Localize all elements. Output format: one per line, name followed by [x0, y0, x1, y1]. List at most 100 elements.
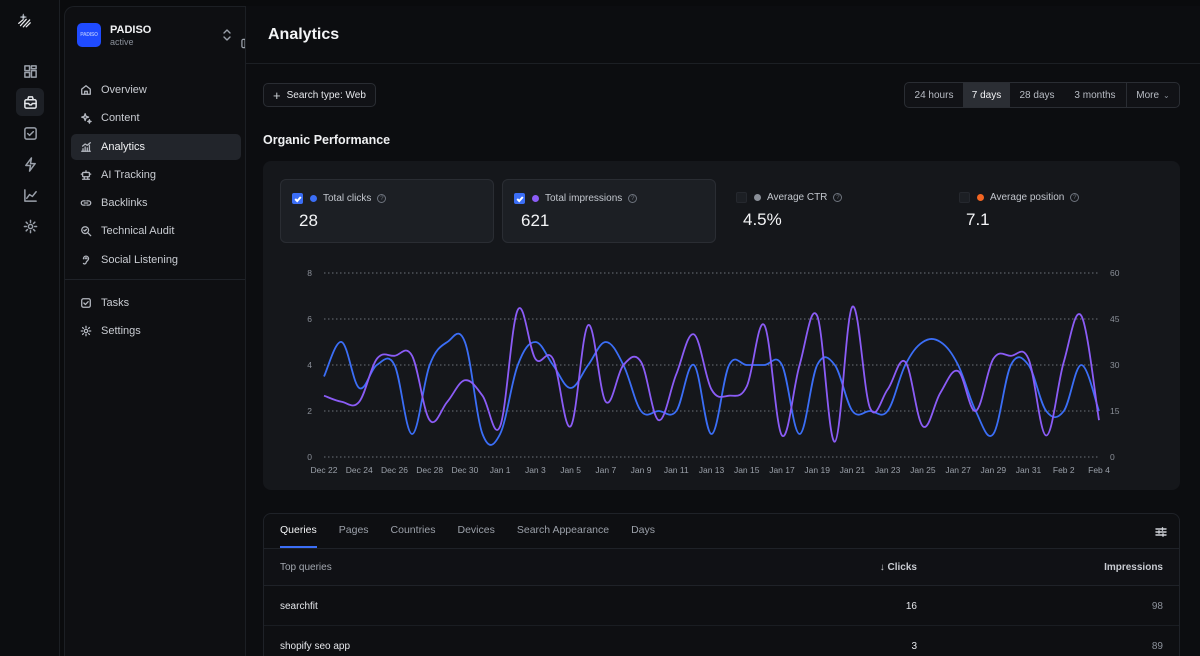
gear-icon — [80, 325, 92, 337]
sidebar-item-backlinks[interactable]: Backlinks — [71, 190, 241, 216]
plus-icon: + — [273, 87, 281, 103]
link-icon — [80, 200, 92, 206]
search-type-label: Search type: Web — [286, 89, 366, 101]
sidebar-item-label: Settings — [101, 325, 141, 338]
rail-lightning-icon[interactable] — [16, 150, 44, 178]
x-tick-label: Jan 17 — [769, 465, 795, 475]
x-tick-label: Feb 2 — [1053, 465, 1075, 475]
workspace-switcher[interactable]: PADISO PADISO active — [77, 23, 237, 51]
table-row[interactable]: shopify seo app 3 89 — [264, 626, 1179, 656]
checkbox-checked-icon[interactable] — [514, 193, 525, 204]
y-right-tick-label: 60 — [1110, 268, 1120, 278]
metric-value: 28 — [299, 211, 318, 230]
sidebar-item-overview[interactable]: Overview — [71, 77, 241, 103]
metric-average-position[interactable]: Average position ? 7.1 — [948, 179, 1162, 243]
sidebar-nav: Overview Content Analytics AI Tracking B… — [65, 77, 247, 346]
sidebar-item-settings[interactable]: Settings — [71, 318, 241, 344]
metric-value: 621 — [521, 211, 550, 230]
sidebar-item-label: Overview — [101, 84, 147, 96]
metric-value: 4.5% — [743, 210, 782, 229]
search-type-button[interactable]: + Search type: Web — [263, 83, 376, 107]
workspace-status: active — [110, 37, 134, 47]
x-tick-label: Dec 24 — [346, 465, 373, 475]
sidebar-item-label: Content — [101, 112, 140, 125]
impressions-cell: 89 — [1151, 641, 1163, 652]
range-7-days[interactable]: 7 days — [963, 83, 1010, 107]
y-left-tick-label: 0 — [307, 452, 312, 462]
tab-days[interactable]: Days — [631, 524, 656, 536]
tab-devices[interactable]: Devices — [457, 524, 495, 536]
metric-total-clicks[interactable]: Total clicks ? 28 — [280, 179, 494, 243]
metric-total-impressions[interactable]: Total impressions ? 621 — [502, 179, 716, 243]
table-row[interactable]: searchfit 16 98 — [264, 586, 1179, 626]
x-tick-label: Jan 31 — [1016, 465, 1042, 475]
sidebar: PADISO PADISO active Overview Content An… — [64, 6, 252, 656]
audit-icon — [81, 226, 92, 237]
column-header-impressions[interactable]: Impressions — [1104, 562, 1163, 573]
sidebar-item-technical-audit[interactable]: Technical Audit — [71, 218, 241, 244]
y-left-tick-label: 2 — [307, 406, 312, 416]
sidebar-item-analytics[interactable]: Analytics — [71, 133, 241, 160]
checkbox-unchecked-icon[interactable] — [736, 192, 747, 203]
sidebar-item-label: Tasks — [101, 296, 130, 309]
help-icon[interactable]: ? — [1070, 193, 1080, 202]
checkbox-unchecked-icon[interactable] — [959, 192, 970, 203]
tab-search-appearance[interactable]: Search Appearance — [516, 524, 610, 536]
x-tick-label: Dec 22 — [311, 465, 338, 475]
x-tick-label: Jan 13 — [699, 465, 725, 475]
y-right-tick-label: 15 — [1110, 406, 1120, 416]
x-tick-label: Jan 11 — [664, 465, 689, 475]
help-icon[interactable]: ? — [833, 193, 843, 202]
x-tick-label: Jan 23 — [875, 465, 901, 475]
queries-table-card: Queries Pages Countries Devices Search A… — [263, 513, 1180, 656]
tab-countries[interactable]: Countries — [390, 524, 436, 536]
column-header-clicks[interactable]: ↓ Clicks — [879, 562, 917, 573]
x-tick-label: Jan 5 — [560, 465, 581, 475]
sidebar-item-tasks[interactable]: Tasks — [71, 290, 241, 316]
sidebar-item-ai-tracking[interactable]: AI Tracking — [71, 162, 241, 188]
y-left-tick-label: 8 — [307, 268, 312, 278]
app-logo-icon[interactable] — [17, 13, 43, 39]
tab-pages[interactable]: Pages — [338, 524, 369, 536]
x-tick-label: Jan 9 — [631, 465, 652, 475]
sidebar-item-label: Technical Audit — [101, 225, 175, 238]
range-24-hours[interactable]: 24 hours — [914, 89, 954, 101]
impressions-series-line — [323, 305, 1100, 443]
range-28-days[interactable]: 28 days — [1019, 89, 1055, 101]
x-tick-label: Jan 27 — [945, 465, 971, 475]
column-header-queries: Top queries — [280, 562, 332, 573]
x-tick-label: Jan 3 — [525, 465, 546, 475]
range-more-button[interactable]: More ⌄ — [1126, 83, 1179, 107]
x-tick-label: Dec 28 — [416, 465, 443, 475]
x-tick-label: Jan 7 — [595, 465, 616, 475]
analytics-icon — [81, 141, 91, 152]
ear-icon — [82, 255, 90, 265]
filter-settings-icon[interactable] — [1155, 525, 1167, 537]
chevron-up-down-icon[interactable] — [221, 28, 233, 42]
help-icon[interactable]: ? — [628, 194, 638, 203]
metric-average-ctr[interactable]: Average CTR ? 4.5% — [725, 179, 939, 243]
range-3-months[interactable]: 3 months — [1074, 89, 1116, 101]
help-icon[interactable]: ? — [377, 194, 387, 203]
icon-rail — [0, 0, 60, 656]
sidebar-item-label: AI Tracking — [101, 168, 157, 181]
x-tick-label: Jan 1 — [490, 465, 511, 475]
metric-label: Total clicks — [323, 193, 372, 204]
sidebar-item-social-listening[interactable]: Social Listening — [71, 247, 241, 273]
rail-dashboard-icon[interactable] — [16, 57, 44, 85]
rail-settings-icon[interactable] — [16, 212, 44, 240]
rail-chart-icon[interactable] — [16, 181, 44, 209]
sidebar-item-label: Backlinks — [101, 197, 148, 210]
chevron-down-icon: ⌄ — [1163, 90, 1170, 100]
checkbox-checked-icon[interactable] — [292, 193, 303, 204]
y-right-tick-label: 45 — [1110, 314, 1120, 324]
performance-chart: 0 0 2 15 4 30 6 45 8 60 Dec 22 Dec 24 Dec 26 Dec 28 De… — [307, 268, 1120, 475]
tab-queries[interactable]: Queries — [280, 514, 317, 548]
query-cell: shopify seo app — [280, 641, 351, 652]
metric-label: Total impressions — [545, 193, 623, 204]
x-tick-label: Feb 4 — [1088, 465, 1110, 475]
rail-inbox-icon[interactable] — [16, 88, 44, 116]
impressions-cell: 98 — [1151, 601, 1163, 612]
rail-tasks-icon[interactable] — [16, 119, 44, 147]
sidebar-item-content[interactable]: Content — [71, 105, 241, 131]
